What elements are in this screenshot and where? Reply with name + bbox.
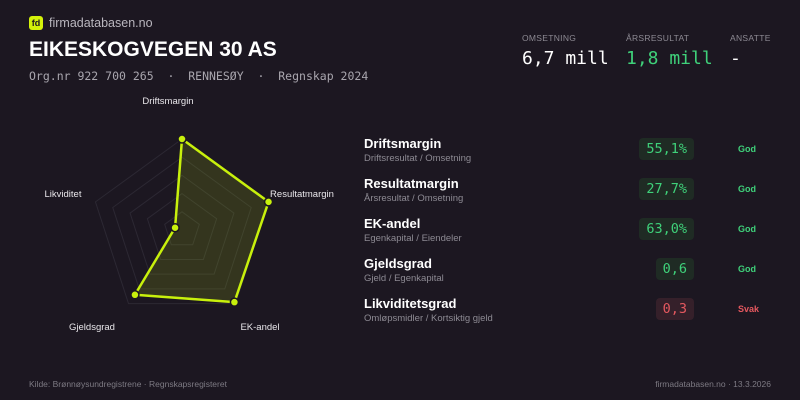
kpi-label: ANSATTE [730,33,771,43]
metric-row: EK-andel Egenkapital / Eiendeler 63,0% G… [364,216,764,252]
metric-desc: Årsresultat / Omsetning [364,193,464,204]
metric-status: God [738,184,756,194]
metric-desc: Driftsresultat / Omsetning [364,153,472,164]
metric-row: Likviditetsgrad Omløpsmidler / Kortsikti… [364,296,764,332]
metric-row: Gjeldsgrad Gjeld / Egenkapital 0,6 God [364,256,764,292]
grid-ring [112,156,252,290]
kpi-value: 1,8 mill [626,48,713,69]
metric-value: 27,7% [639,178,694,200]
metric-desc: Egenkapital / Eiendeler [364,233,462,244]
company-name: EIKESKOGVEGEN 30 AS [29,38,277,61]
metric-name: Gjeldsgrad [364,256,432,271]
grid-ring [164,211,200,246]
grid-ring [146,192,218,260]
kpi-label: OMSETNING [522,33,577,43]
axis-label: EK-andel [240,322,279,333]
metric-row: Resultatmargin Årsresultat / Omsetning 2… [364,176,764,212]
metric-value: 0,3 [655,298,694,320]
metric-value: 63,0% [639,218,694,240]
site-name: firmadatabasen.no [49,16,153,30]
brand: fd firmadatabasen.no [29,16,153,30]
kpi-label: ÅRSRESULTAT [626,33,690,43]
metric-status: God [738,144,756,154]
metric-row: Driftsmargin Driftsresultat / Omsetning … [364,136,764,172]
radar-point [229,297,240,307]
radar-point [263,197,274,207]
axis-label: Driftsmargin [142,96,193,107]
metric-value: 0,6 [655,258,694,280]
metric-name: Likviditetsgrad [364,296,457,311]
kpi-omsetning: OMSETNING 6,7 mill [522,33,609,69]
radar-series [133,137,270,304]
radar-chart: Driftsmargin Resultatmargin EK-andel Gjelds… [45,96,334,333]
metric-status: Svak [738,304,760,314]
footer-right: firmadatabasen.no · 13.3.2026 [655,379,771,389]
axis-label: Resultatmargin [270,189,334,200]
metric-name: Driftsmargin [364,136,442,151]
kpi-value: 6,7 mill [522,48,609,69]
kpi-ansatte: ANSATTE - [730,33,771,69]
metric-status: God [738,264,756,274]
footer-source: Kilde: Brønnøysundregistrene · Regnskaps… [29,379,227,389]
metric-status: God [738,224,756,234]
metric-value: 55,1% [639,138,694,160]
radar-point [130,290,140,300]
radar-point [177,134,187,144]
grid-ring [129,174,235,275]
axis-label: Gjeldsgrad [69,322,115,333]
metric-desc: Gjeld / Egenkapital [364,273,444,284]
kpi-value: - [730,48,741,69]
axis-label: Likviditet [45,189,82,200]
metric-name: Resultatmargin [364,176,459,191]
radar-point [170,223,180,233]
metric-desc: Omløpsmidler / Kortsiktig gjeld [364,313,493,324]
metric-name: EK-andel [364,216,421,231]
logo-icon: fd [29,16,43,30]
company-subtitle: Org.nr 922 700 265 · RENNESØY · Regnskap… [29,69,369,83]
kpi-arsresultat: ÅRSRESULTAT 1,8 mill [626,33,713,69]
